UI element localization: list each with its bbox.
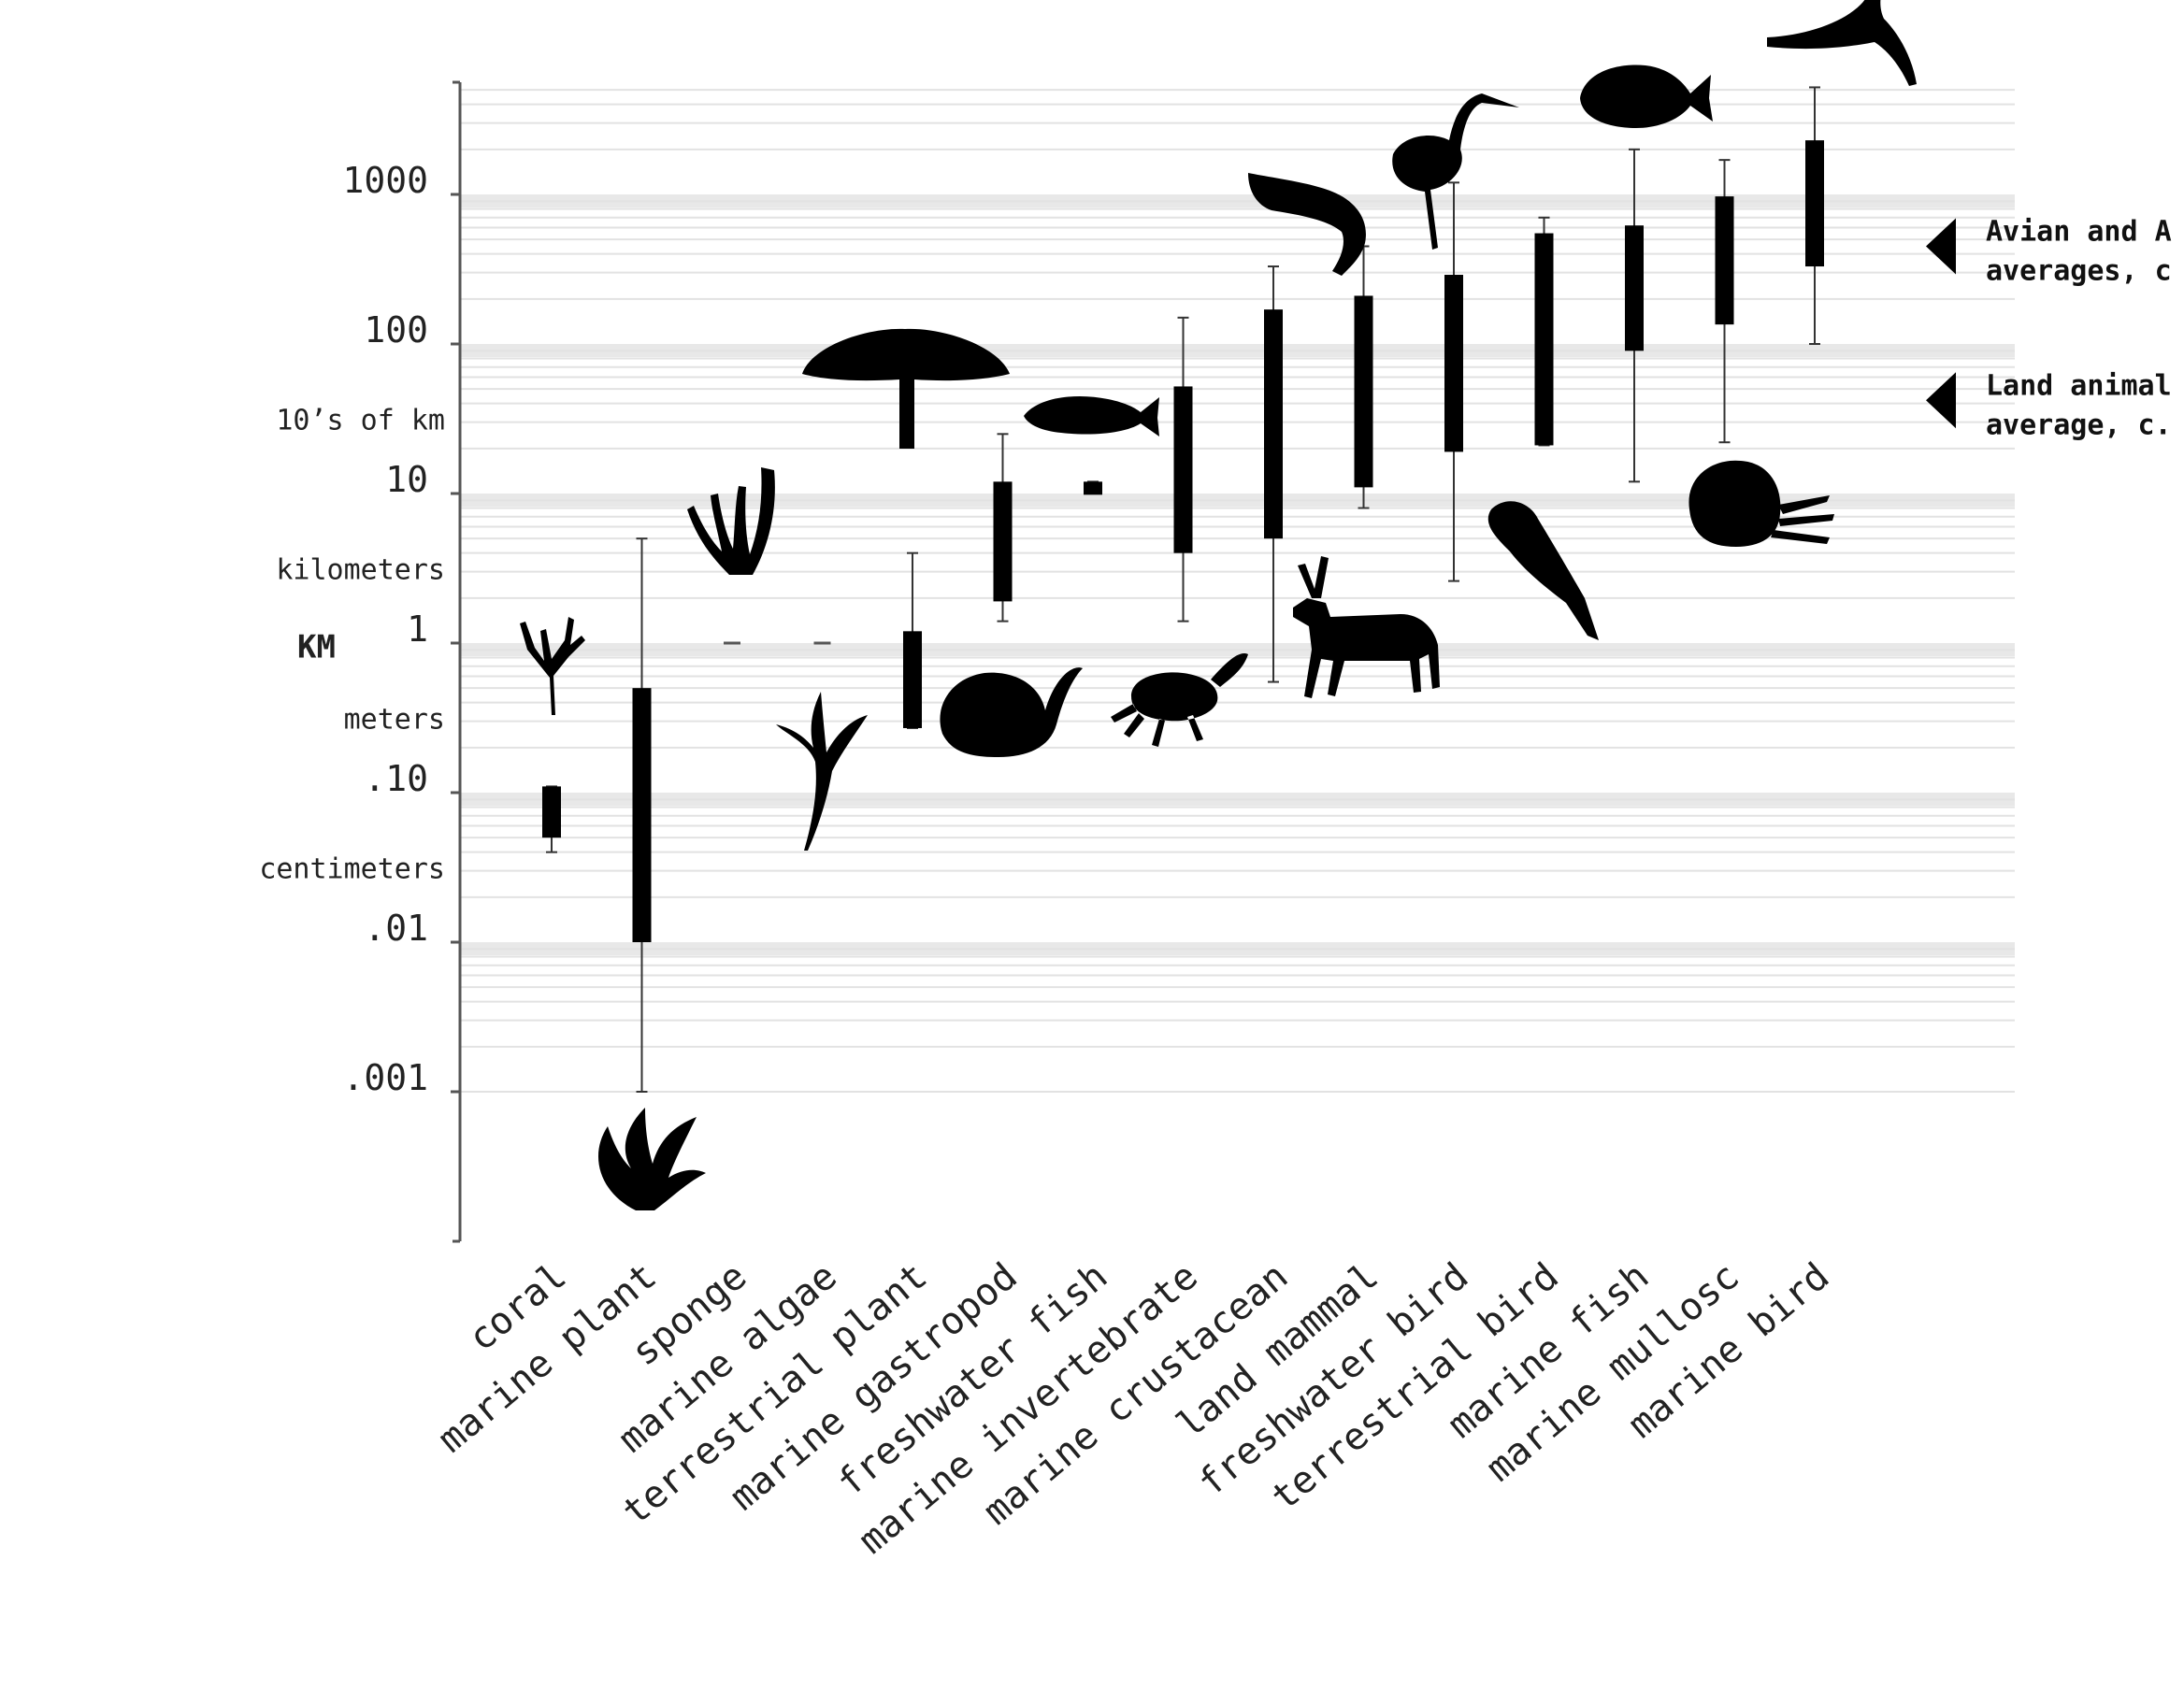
- octopus-icon: [1688, 460, 1834, 547]
- iqr-box: [1805, 140, 1824, 267]
- annotation-line: Avian and A: [1986, 215, 2172, 248]
- iqr-box: [1444, 275, 1463, 452]
- iqr-box: [993, 481, 1013, 602]
- iqr-box: [1534, 233, 1554, 446]
- average-annotation: Land animal average, c.: [1926, 369, 2172, 441]
- iqr-box: [1354, 295, 1373, 488]
- range-box-land-mammal: [1354, 245, 1373, 509]
- iqr-box: [903, 631, 922, 728]
- range-box-coral: [542, 785, 561, 853]
- range-box-terrestrial-bird: [1534, 216, 1554, 447]
- annotation-line: Land animal: [1986, 369, 2172, 402]
- annotation-line: average, c.: [1986, 408, 2172, 441]
- heron-icon: [1392, 93, 1519, 250]
- average-annotation: Avian and A averages, c: [1926, 215, 2172, 287]
- trout-icon: [1024, 396, 1159, 437]
- iqr-box: [1173, 386, 1193, 553]
- y-tick-label: 10: [385, 459, 428, 500]
- average-annotations: Avian and A averages, c Land animal average…: [1926, 215, 2172, 441]
- y-tick-label: .10: [364, 758, 428, 799]
- range-box-marine-bird: [1805, 86, 1824, 345]
- range-box-terrestrial-plant: [903, 551, 922, 729]
- range-box-marine-gastropod: [993, 433, 1013, 623]
- y-tick-label: 1000: [342, 160, 428, 201]
- gridlines: [460, 89, 2015, 1093]
- range-box-freshwater-bird: [1444, 181, 1463, 582]
- y-tick-label: .01: [364, 908, 428, 949]
- range-box-marine-mullosc: [1715, 159, 1734, 444]
- sponge-icon: [687, 467, 775, 575]
- acacia-tree-icon: [802, 328, 1010, 449]
- range-box-marine-plant: [632, 537, 652, 1093]
- unit-label: centimeters: [259, 852, 445, 885]
- unit-label: meters: [344, 703, 445, 736]
- iqr-box: [1715, 196, 1734, 325]
- unit-label: 10’s of km: [276, 404, 445, 437]
- caribou-icon: [1293, 556, 1440, 698]
- parrot-icon: [1487, 501, 1599, 640]
- sea-snail-icon: [940, 667, 1083, 757]
- iqr-box: [632, 688, 652, 942]
- crab-icon: [1111, 653, 1248, 747]
- range-box-marine-fish: [1625, 148, 1644, 483]
- y-axis: 1000 100 10 1 .10 .01 .001 10’s of km kilometers…: [259, 80, 462, 1243]
- range-box-marine-crustacean: [1264, 265, 1283, 683]
- annotation-line: averages, c: [1986, 254, 2172, 287]
- y-tick-label: 1: [407, 608, 428, 650]
- y-tick-label: .001: [342, 1057, 428, 1098]
- shrimp-icon: [1248, 173, 1366, 276]
- coral-icon: [520, 617, 585, 715]
- iqr-box: [1264, 309, 1283, 539]
- range-box-freshwater-fish: [1084, 480, 1102, 495]
- pointer-triangle-icon: [1926, 218, 1956, 275]
- kelp-icon: [776, 692, 868, 851]
- seagrass-icon: [598, 1108, 706, 1210]
- iqr-box: [542, 786, 561, 838]
- organism-silhouettes: [520, 0, 1917, 1210]
- frigatebird-icon: [1767, 0, 1917, 86]
- reef-fish-icon: [1580, 64, 1713, 128]
- y-tick-label: 100: [364, 309, 428, 351]
- pointer-triangle-icon: [1926, 372, 1956, 429]
- range-box-marine-invertebrate: [1173, 316, 1193, 623]
- range-boxes: [542, 86, 1824, 1093]
- iqr-box: [1084, 481, 1102, 495]
- iqr-box: [1625, 225, 1644, 351]
- km-label: KM: [297, 629, 336, 666]
- unit-label: kilometers: [276, 553, 445, 586]
